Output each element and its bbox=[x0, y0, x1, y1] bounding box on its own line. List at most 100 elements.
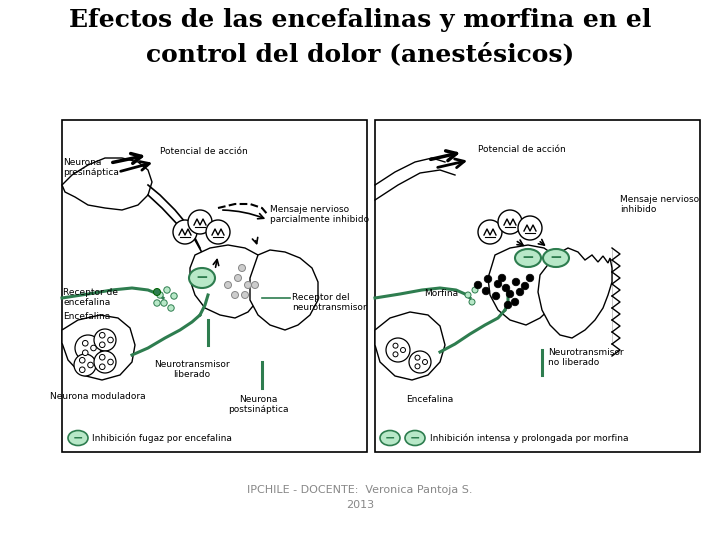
Circle shape bbox=[161, 300, 167, 306]
Ellipse shape bbox=[68, 430, 88, 445]
Circle shape bbox=[482, 287, 490, 295]
Circle shape bbox=[415, 355, 420, 360]
Polygon shape bbox=[538, 248, 612, 338]
Circle shape bbox=[504, 301, 512, 309]
Text: Morfina: Morfina bbox=[424, 288, 458, 298]
Text: Neurona
postsináptica: Neurona postsináptica bbox=[228, 395, 288, 414]
Circle shape bbox=[154, 300, 160, 306]
Circle shape bbox=[415, 364, 420, 369]
Text: Efectos de las encefalinas y morfina en el: Efectos de las encefalinas y morfina en … bbox=[69, 8, 651, 32]
Circle shape bbox=[173, 220, 197, 244]
Ellipse shape bbox=[189, 268, 215, 288]
Circle shape bbox=[393, 352, 398, 357]
Circle shape bbox=[503, 284, 510, 292]
Text: Inhibición intensa y prolongada por morfina: Inhibición intensa y prolongada por morf… bbox=[430, 433, 629, 443]
Circle shape bbox=[423, 360, 428, 365]
Circle shape bbox=[518, 216, 542, 240]
Circle shape bbox=[83, 350, 88, 355]
Circle shape bbox=[153, 288, 161, 295]
Text: Neurotransmisor
liberado: Neurotransmisor liberado bbox=[154, 360, 230, 380]
Ellipse shape bbox=[380, 430, 400, 445]
Circle shape bbox=[498, 274, 505, 282]
Circle shape bbox=[108, 359, 113, 365]
Circle shape bbox=[225, 281, 232, 288]
Circle shape bbox=[99, 342, 105, 348]
Circle shape bbox=[206, 220, 230, 244]
Text: −: − bbox=[196, 271, 208, 286]
Circle shape bbox=[171, 293, 177, 299]
Circle shape bbox=[465, 292, 471, 298]
Ellipse shape bbox=[405, 430, 425, 445]
Text: −: − bbox=[410, 431, 420, 444]
Circle shape bbox=[494, 280, 502, 288]
Circle shape bbox=[99, 354, 105, 360]
Text: Mensaje nervioso
parcialmente inhibido: Mensaje nervioso parcialmente inhibido bbox=[270, 205, 369, 225]
Circle shape bbox=[232, 292, 238, 299]
Circle shape bbox=[409, 351, 431, 373]
Circle shape bbox=[238, 265, 246, 272]
Circle shape bbox=[386, 338, 410, 362]
Text: −: − bbox=[73, 431, 84, 444]
Circle shape bbox=[478, 220, 502, 244]
Circle shape bbox=[241, 292, 248, 299]
Text: Neurotransmisor
no liberado: Neurotransmisor no liberado bbox=[548, 348, 624, 367]
Circle shape bbox=[99, 333, 105, 338]
Polygon shape bbox=[190, 245, 265, 318]
Circle shape bbox=[469, 299, 475, 305]
Circle shape bbox=[393, 343, 398, 348]
Text: Neurona moduladora: Neurona moduladora bbox=[50, 392, 146, 401]
Text: Inhibición fugaz por encefalina: Inhibición fugaz por encefalina bbox=[92, 433, 232, 443]
Circle shape bbox=[164, 287, 170, 293]
Circle shape bbox=[506, 290, 514, 298]
Circle shape bbox=[521, 282, 528, 290]
Text: −: − bbox=[549, 251, 562, 266]
Circle shape bbox=[108, 337, 113, 343]
Text: 2013: 2013 bbox=[346, 500, 374, 510]
Circle shape bbox=[94, 329, 116, 351]
Circle shape bbox=[157, 292, 163, 298]
Circle shape bbox=[511, 298, 519, 306]
Text: Encefalina: Encefalina bbox=[63, 312, 110, 321]
Circle shape bbox=[400, 348, 405, 353]
Ellipse shape bbox=[515, 249, 541, 267]
Polygon shape bbox=[375, 312, 445, 380]
Circle shape bbox=[498, 210, 522, 234]
Circle shape bbox=[79, 367, 85, 373]
Circle shape bbox=[75, 335, 101, 361]
Circle shape bbox=[474, 281, 482, 289]
Text: IPCHILE - DOCENTE:  Veronica Pantoja S.: IPCHILE - DOCENTE: Veronica Pantoja S. bbox=[247, 485, 473, 495]
Bar bbox=[375, 120, 700, 452]
Circle shape bbox=[83, 340, 88, 346]
Polygon shape bbox=[250, 250, 318, 330]
Circle shape bbox=[492, 292, 500, 300]
Circle shape bbox=[235, 274, 241, 281]
Text: −: − bbox=[384, 431, 395, 444]
Text: control del dolor (anestésicos): control del dolor (anestésicos) bbox=[146, 42, 574, 66]
Text: Potencial de acción: Potencial de acción bbox=[160, 147, 248, 157]
Polygon shape bbox=[488, 245, 562, 325]
Circle shape bbox=[91, 345, 96, 351]
Circle shape bbox=[484, 275, 492, 283]
Circle shape bbox=[526, 274, 534, 282]
Circle shape bbox=[168, 305, 174, 311]
Ellipse shape bbox=[543, 249, 569, 267]
Circle shape bbox=[88, 362, 94, 368]
Text: Encefalina: Encefalina bbox=[406, 395, 454, 404]
Circle shape bbox=[512, 278, 520, 286]
Circle shape bbox=[472, 287, 478, 293]
Text: Neurona
presináptica: Neurona presináptica bbox=[63, 158, 119, 178]
Circle shape bbox=[79, 357, 85, 363]
Text: Potencial de acción: Potencial de acción bbox=[478, 145, 566, 154]
Polygon shape bbox=[62, 158, 152, 210]
Text: Receptor del
neurotransmisor: Receptor del neurotransmisor bbox=[292, 293, 366, 313]
Polygon shape bbox=[62, 315, 135, 380]
Circle shape bbox=[245, 281, 251, 288]
Text: Mensaje nervioso
inhibido: Mensaje nervioso inhibido bbox=[620, 195, 699, 214]
Text: −: − bbox=[521, 251, 534, 266]
Circle shape bbox=[94, 351, 116, 373]
Circle shape bbox=[188, 210, 212, 234]
Circle shape bbox=[251, 281, 258, 288]
Bar bbox=[62, 120, 367, 452]
Circle shape bbox=[74, 354, 96, 376]
Circle shape bbox=[99, 364, 105, 369]
